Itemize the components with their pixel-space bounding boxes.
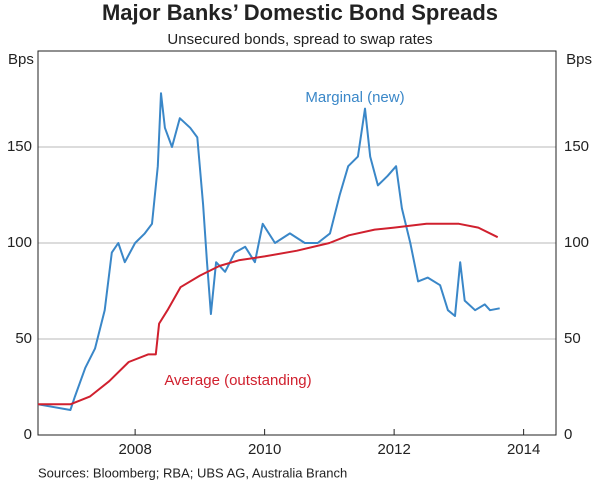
x-tick-label: 2008 [118, 441, 151, 458]
y2-tick-label: 50 [564, 330, 581, 347]
series-line [37, 92, 500, 411]
source-note: Sources: Bloomberg; RBA; UBS AG, Austral… [38, 465, 347, 480]
y-tick-label: 0 [24, 426, 32, 443]
series-label: Average (outstanding) [164, 372, 311, 389]
x-tick-label: 2010 [248, 441, 281, 458]
y-tick-label: 100 [7, 234, 32, 251]
y2-axis-label: Bps [566, 51, 592, 68]
y2-tick-label: 100 [564, 234, 589, 251]
x-tick-label: 2014 [507, 441, 540, 458]
y2-tick-label: 150 [564, 138, 589, 155]
x-tick-label: 2012 [377, 441, 410, 458]
y-tick-label: 150 [7, 138, 32, 155]
y-tick-label: 50 [15, 330, 32, 347]
plot-frame [37, 50, 557, 436]
chart-subtitle: Unsecured bonds, spread to swap rates [167, 31, 432, 48]
series-label: Marginal (new) [305, 89, 404, 106]
y2-tick-label: 0 [564, 426, 572, 443]
series-line [38, 222, 499, 406]
chart-title: Major Banks’ Domestic Bond Spreads [102, 0, 498, 25]
y-axis-label: Bps [8, 51, 34, 68]
